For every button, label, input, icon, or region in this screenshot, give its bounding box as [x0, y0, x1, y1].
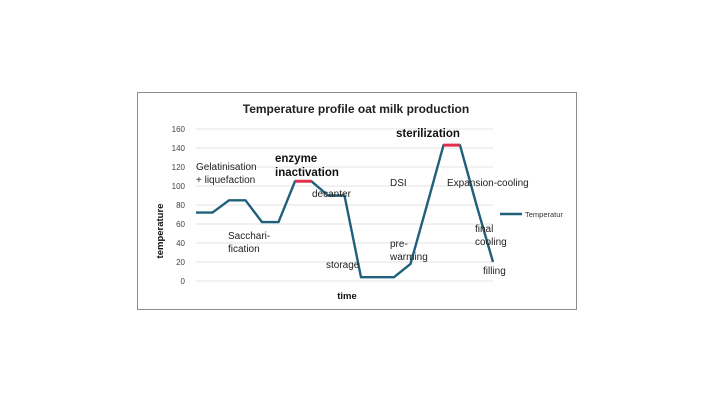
y-tick-label: 100 — [172, 182, 186, 191]
annotation-line: fication — [228, 244, 260, 255]
annotation-line: cooling — [475, 237, 507, 248]
annotation-label: filling — [483, 266, 506, 277]
annotation-label: DSI — [390, 178, 407, 189]
annotation-line: final — [475, 224, 493, 235]
annotation-label: final cooling — [475, 224, 507, 248]
annotation-line: DSI — [390, 178, 407, 189]
annotation-label: enzyme inactivation — [275, 153, 339, 179]
annotation-layer: Gelatinisation + liquefaction Sacchari-fic… — [196, 128, 529, 277]
y-tick-label: 0 — [181, 277, 186, 286]
y-axis-label: temperature — [155, 204, 166, 259]
annotation-line: Gelatinisation — [196, 162, 257, 173]
y-tick-label: 140 — [172, 144, 186, 153]
legend: Temperatur — [500, 210, 563, 219]
annotation-line: inactivation — [275, 167, 339, 179]
annotation-line: decanter — [312, 189, 352, 200]
annotation-label: Gelatinisation + liquefaction — [196, 162, 257, 186]
annotation-line: storage — [326, 260, 360, 271]
y-tick-label: 120 — [172, 163, 186, 172]
chart-title: Temperature profile oat milk production — [243, 102, 469, 116]
chart-frame: Temperature profile oat milk production … — [137, 92, 577, 310]
annotation-line: warming — [389, 252, 428, 263]
annotation-line: sterilization — [396, 128, 460, 140]
y-tick-label: 60 — [176, 220, 185, 229]
y-tick-labels: 0 20 40 60 80 100 120 140 160 — [172, 125, 186, 286]
annotation-line: enzyme — [275, 153, 317, 165]
annotation-label: pre-warming — [389, 239, 428, 263]
annotation-line: + liquefaction — [196, 175, 255, 186]
y-tick-label: 80 — [176, 201, 185, 210]
highlight-layer — [295, 143, 460, 183]
y-tick-label: 20 — [176, 258, 185, 267]
legend-label: Temperatur — [525, 210, 563, 219]
annotation-label: decanter — [312, 189, 352, 200]
annotation-label: Expansion-cooling — [447, 178, 529, 189]
annotation-line: Sacchari- — [228, 231, 270, 242]
gridlines — [196, 128, 493, 282]
y-tick-label: 160 — [172, 125, 186, 134]
annotation-line: filling — [483, 266, 506, 277]
temperature-chart: Temperature profile oat milk production … — [155, 102, 563, 302]
annotation-line: pre- — [390, 239, 408, 250]
annotation-label: sterilization — [396, 128, 460, 140]
x-axis-label: time — [337, 291, 357, 302]
annotation-label: Sacchari-fication — [228, 231, 270, 255]
y-tick-label: 40 — [176, 239, 185, 248]
annotation-label: storage — [326, 260, 360, 271]
annotation-line: Expansion-cooling — [447, 178, 529, 189]
